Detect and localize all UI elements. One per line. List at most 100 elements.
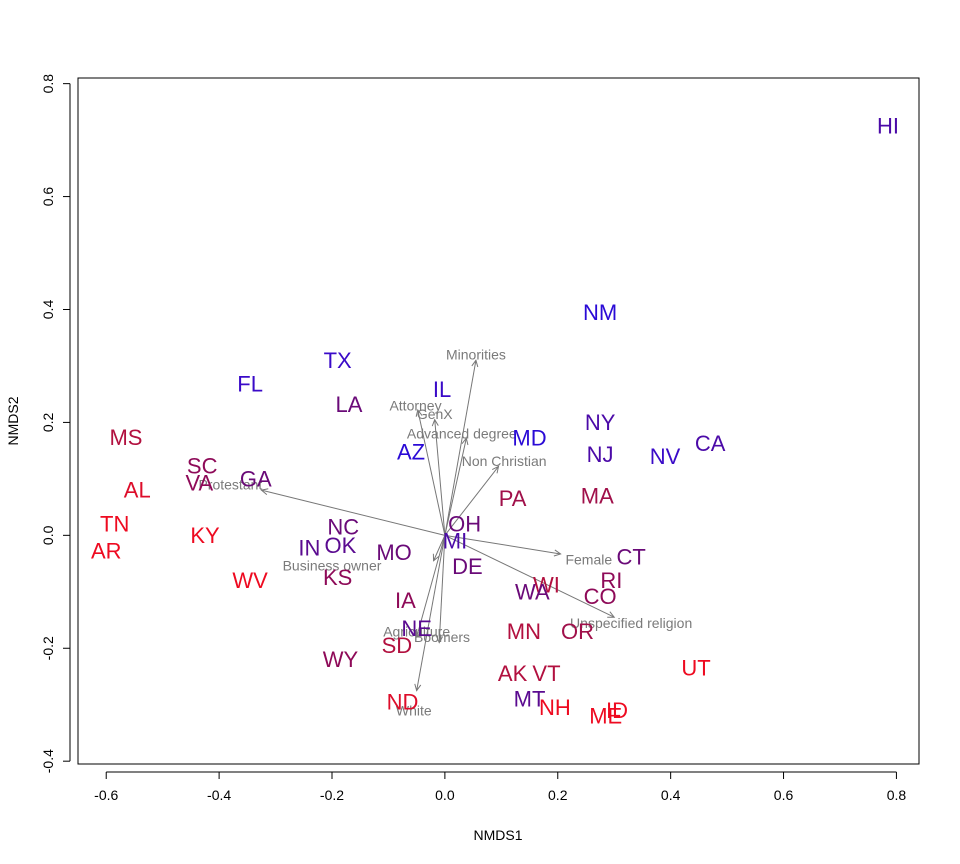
vector-label: Boomers <box>414 629 470 645</box>
x-axis: -0.6 -0.4 -0.2 0.0 0.2 0.4 0.6 0.8 <box>94 771 907 803</box>
state-point: TX <box>324 348 352 373</box>
vector-arrowhead <box>432 553 440 562</box>
vector-arrowhead <box>461 437 469 446</box>
state-point: VT <box>532 661 560 686</box>
state-point: LA <box>335 392 362 417</box>
state-point: KS <box>323 565 352 590</box>
vector-arrow <box>444 534 561 555</box>
state-point: NY <box>585 410 616 435</box>
state-point: AR <box>91 539 122 564</box>
vector-label: Minorities <box>446 347 506 363</box>
state-point: RI <box>600 568 622 593</box>
vector-arrow <box>444 438 467 536</box>
state-point: MA <box>581 483 614 508</box>
state-point: MT <box>514 687 546 712</box>
state-point: FL <box>237 372 263 397</box>
state-point: WA <box>515 579 550 604</box>
plot-frame <box>77 77 920 765</box>
state-point: WV <box>232 568 268 593</box>
state-point: MD <box>512 426 546 451</box>
vector-arrowhead <box>415 408 423 417</box>
vector-arrow <box>417 409 446 536</box>
point-layer: HI NM TX FL IL LA NY MD CA MS AZ NJ NV SC GA VA AL MA PA OH… <box>91 113 899 728</box>
state-point: AL <box>124 478 151 503</box>
vector-arrowhead <box>436 635 444 644</box>
state-point: MO <box>376 540 411 565</box>
state-point: OR <box>561 619 594 644</box>
state-point: SD <box>382 633 413 658</box>
state-point: ID <box>606 698 628 723</box>
vector-arrow <box>444 534 615 618</box>
state-point: CA <box>695 431 726 456</box>
y-tick-label: 0.6 <box>40 187 56 207</box>
x-tick-label: -0.6 <box>94 787 118 803</box>
vector-arrowhead <box>260 488 269 496</box>
state-point: TN <box>100 512 129 537</box>
state-point: CO <box>584 584 617 609</box>
state-point: NM <box>583 300 617 325</box>
y-axis-title: NMDS2 <box>5 396 21 445</box>
vector-arrowhead <box>492 465 500 474</box>
state-point: NE <box>401 616 432 641</box>
state-point: SC <box>187 453 218 478</box>
vector-label: White <box>396 702 432 718</box>
state-point: GA <box>240 466 272 491</box>
vector-arrowhead <box>471 359 479 368</box>
x-tick-label: -0.2 <box>320 787 344 803</box>
x-tick-label: 0.2 <box>548 787 568 803</box>
vector-arrowhead <box>553 549 562 557</box>
y-tick-label: 0.8 <box>40 74 56 94</box>
state-point: MN <box>507 619 541 644</box>
state-point: KY <box>190 523 220 548</box>
vector-arrow <box>444 466 499 536</box>
state-point: MI <box>443 528 467 553</box>
state-point: NH <box>539 695 571 720</box>
state-point: IN <box>298 535 320 560</box>
y-tick-label: 0.2 <box>40 412 56 432</box>
state-point: HI <box>877 113 899 138</box>
y-tick-label: -0.4 <box>40 749 56 773</box>
state-point: MS <box>109 425 142 450</box>
state-point: NC <box>327 514 359 539</box>
vector-label: Attorney <box>389 397 441 413</box>
vector-arrowhead <box>607 611 616 618</box>
state-point: IA <box>395 588 416 613</box>
vector-label: Business owner <box>283 557 382 573</box>
vector-arrow <box>438 535 446 643</box>
vector-arrow <box>433 535 446 561</box>
state-point: UT <box>681 656 710 681</box>
vector-arrowhead <box>414 629 422 639</box>
state-point: NV <box>650 444 681 469</box>
vector-arrow <box>434 419 446 536</box>
vector-arrowhead <box>431 418 439 427</box>
x-tick-label: 0.6 <box>774 787 794 803</box>
x-tick-label: 0.4 <box>661 787 681 803</box>
state-point: OH <box>448 512 481 537</box>
state-point: VA <box>185 470 213 495</box>
y-tick-label: 0.4 <box>40 300 56 320</box>
vector-label: Non Christian <box>462 453 547 469</box>
vector-label: Female <box>565 552 612 568</box>
vector-arrow <box>416 535 446 691</box>
state-point: ME <box>589 704 622 729</box>
state-point: IL <box>433 377 451 402</box>
state-point: OK <box>325 533 357 558</box>
vector-label: Unspecified religion <box>570 615 692 631</box>
x-tick-label: 0.8 <box>887 787 907 803</box>
vector-arrow <box>261 489 445 536</box>
state-point: DE <box>452 554 483 579</box>
y-tick-label: 0.0 <box>40 525 56 545</box>
y-tick-label: -0.2 <box>40 636 56 660</box>
vector-label: GenX <box>417 406 453 422</box>
vector-arrow <box>416 535 446 638</box>
vector-label: Agriculture <box>383 623 450 639</box>
x-axis-title: NMDS1 <box>473 827 522 843</box>
x-tick-label: 0.0 <box>435 787 455 803</box>
state-point: WY <box>323 647 359 672</box>
vector-label: Advanced degree <box>407 426 517 442</box>
vector-arrow <box>444 360 477 536</box>
x-tick-label: -0.4 <box>207 787 231 803</box>
state-point: NJ <box>587 442 614 467</box>
